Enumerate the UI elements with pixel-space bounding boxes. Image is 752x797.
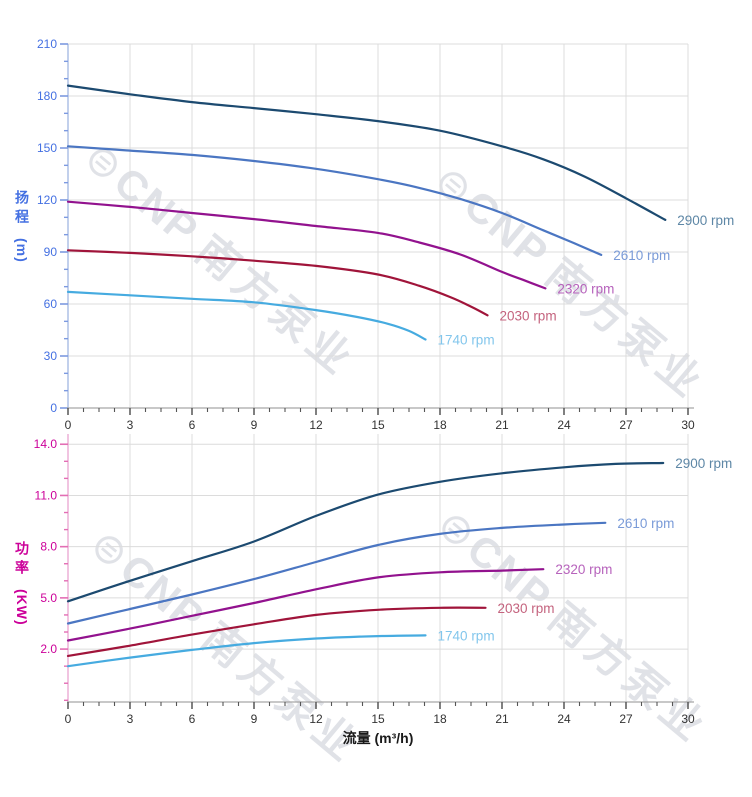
x-tick-label: 30: [681, 418, 695, 432]
y-tick-label: 11.0: [35, 488, 58, 502]
series-label-2900-rpm: 2900 rpm: [675, 456, 732, 471]
head-y-axis-title: 扬程 (m): [14, 190, 30, 263]
x-tick-label: 24: [557, 712, 571, 726]
x-tick-label: 15: [371, 418, 385, 432]
x-tick-label: 24: [557, 418, 571, 432]
series-label-1740-rpm: 1740 rpm: [438, 333, 495, 348]
series-label-1740-rpm: 1740 rpm: [438, 628, 495, 643]
x-tick-label: 0: [65, 418, 72, 432]
x-tick-label: 3: [127, 418, 134, 432]
y-tick-label: 14.0: [34, 437, 58, 451]
y-tick-label: 60: [44, 297, 58, 311]
y-tick-label: 8.0: [40, 540, 57, 554]
series-curve-2320-rpm: [66, 200, 547, 290]
series-label-2030-rpm: 2030 rpm: [500, 308, 557, 323]
y-tick-label: 0: [50, 401, 57, 415]
x-tick-label: 9: [251, 418, 258, 432]
series-curve-2320-rpm: [66, 568, 545, 642]
y-tick-label: 2.0: [40, 642, 57, 656]
y-tick-label: 5.0: [40, 591, 57, 605]
x-tick-label: 21: [495, 712, 509, 726]
x-tick-label: 27: [619, 712, 633, 726]
series-curve-2610-rpm: [66, 521, 607, 625]
x-tick-label: 18: [433, 418, 447, 432]
x-tick-label: 27: [619, 418, 633, 432]
x-tick-label: 9: [251, 712, 258, 726]
y-tick-label: 30: [44, 349, 58, 363]
series-label-2900-rpm: 2900 rpm: [677, 213, 734, 228]
y-tick-label: 90: [44, 245, 58, 259]
power-chart: 2.0 5.0 8.0 11.0 14.0 0 3 6 9 12 15 18 21 24 27 30 2900 …: [34, 434, 732, 726]
series-curve-1740-rpm: [66, 634, 427, 668]
series-curve-2030-rpm: [66, 249, 489, 317]
series-curve-2030-rpm: [66, 606, 487, 657]
x-tick-label: 18: [433, 712, 447, 726]
series-curve-2900-rpm: [66, 461, 665, 603]
series-label-2610-rpm: 2610 rpm: [617, 516, 674, 531]
series-curve-2610-rpm: [66, 145, 603, 256]
series-label-2610-rpm: 2610 rpm: [613, 248, 670, 263]
series-curve-2900-rpm: [66, 84, 667, 221]
series-label-2320-rpm: 2320 rpm: [557, 281, 614, 296]
x-tick-label: 12: [309, 418, 323, 432]
head-y-axis-label-text: 扬程: [14, 190, 30, 228]
x-tick-label: 12: [309, 712, 323, 726]
series-label-2030-rpm: 2030 rpm: [497, 601, 554, 616]
y-tick-label: 210: [37, 37, 57, 51]
x-tick-label: 15: [371, 712, 385, 726]
x-tick-label: 30: [681, 712, 695, 726]
series-label-2320-rpm: 2320 rpm: [555, 562, 612, 577]
x-axis-title: 流量 (m³/h): [342, 730, 414, 746]
y-tick-label: 180: [37, 89, 57, 103]
x-tick-label: 6: [189, 418, 196, 432]
x-tick-label: 6: [189, 712, 196, 726]
x-tick-label: 21: [495, 418, 509, 432]
series-curve-1740-rpm: [66, 290, 427, 341]
power-y-axis-label-text: 功率: [14, 541, 30, 579]
x-tick-label: 3: [127, 712, 134, 726]
power-y-axis-unit: (KW): [14, 589, 30, 626]
x-tick-label: 0: [65, 712, 72, 726]
power-y-axis-title: 功率 (KW): [14, 541, 30, 626]
head-chart: 0 30 60 90 120 150 180 210 0 3 6 9 12 15 18 21 24 27 30 290…: [37, 37, 734, 432]
y-tick-label: 150: [37, 141, 57, 155]
head-y-axis-unit: (m): [14, 238, 30, 263]
y-tick-label: 120: [37, 193, 57, 207]
